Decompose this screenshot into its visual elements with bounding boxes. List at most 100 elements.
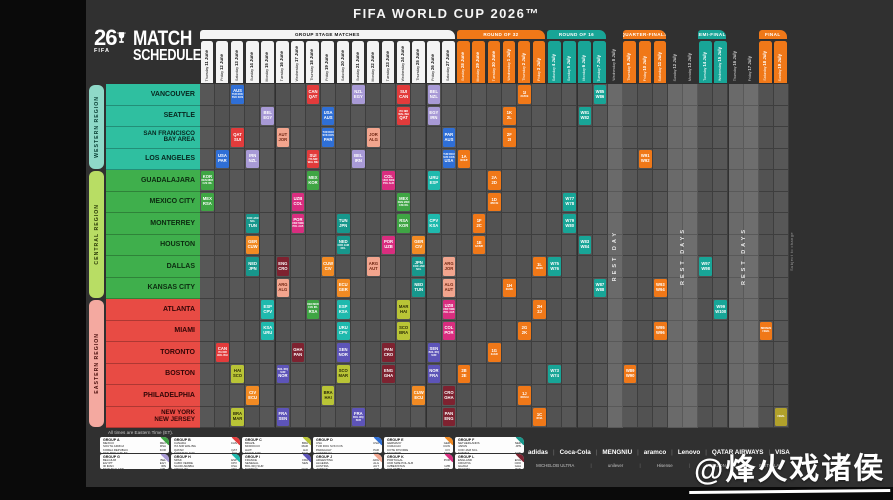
region-pill-western: WESTERN REGION <box>89 85 104 169</box>
date-chip: Friday 26 June <box>427 41 440 83</box>
grid-cell <box>411 299 427 321</box>
grid-cell <box>547 406 563 428</box>
sponsor-logo-aramco: aramco <box>643 449 667 456</box>
grid-cell <box>577 342 593 364</box>
legend-team-row: KOREA REPUBLIC KOR <box>103 447 166 452</box>
grid-cell <box>471 320 487 342</box>
team-code: FINAL <box>777 414 785 418</box>
grid-cell <box>668 127 684 149</box>
team-code: ENG <box>278 260 288 266</box>
grid-cell <box>456 385 472 407</box>
team-code: PAR <box>218 158 227 164</box>
team-code: JPN <box>339 222 348 228</box>
grid-cell <box>351 299 367 321</box>
date-label: Tuesday 7 July <box>596 54 602 81</box>
grid-cell <box>622 299 638 321</box>
team-code: 2E <box>461 373 467 379</box>
grid-cell <box>577 191 593 213</box>
match-cell: 2A 2D <box>487 171 501 190</box>
grid-cell <box>728 127 744 149</box>
grid-cell <box>607 84 623 106</box>
team-code: TUN <box>338 217 348 223</box>
legend-team-row: CURACAO CUW <box>387 444 450 449</box>
team-code: 1H <box>506 283 513 289</box>
legend-team-row: UZBEKISTAN UZB <box>387 464 450 468</box>
team-code: 1E <box>476 240 482 246</box>
legend-team-row: ITA NIR WAL BIH <box>174 445 197 449</box>
legend-team-row: SAUDI ARABIA KSA <box>174 464 237 468</box>
grid-cell <box>562 256 578 278</box>
grid-cell <box>441 342 457 364</box>
team-code: W96 <box>656 330 665 336</box>
team-code: GER <box>248 239 258 245</box>
team-code: EGY <box>353 93 363 99</box>
grid-cell <box>653 191 669 213</box>
grid-cell <box>577 213 593 235</box>
grid-cell <box>592 299 608 321</box>
grid-cell <box>502 363 518 385</box>
match-cell: RSA KOR <box>397 214 410 233</box>
grid-cell <box>592 105 608 127</box>
wordmark-line1: MATCH <box>133 27 192 50</box>
grid-cell <box>335 105 351 127</box>
date-chip: Sunday 5 July <box>563 41 576 83</box>
legend-group-name: GROUP J <box>316 454 333 459</box>
match-cell: MEX RSA <box>201 192 214 212</box>
grid-cell <box>366 213 382 235</box>
sponsor-divider: | <box>637 449 639 456</box>
date-label: Monday 15 June <box>264 51 270 81</box>
team-code: CIV <box>324 265 332 271</box>
grid-cell <box>456 191 472 213</box>
grid-cell <box>683 406 699 428</box>
team-code: KSA <box>338 308 348 314</box>
grid-cell <box>275 213 291 235</box>
grid-cell <box>577 170 593 192</box>
grid-cell <box>773 320 789 342</box>
legend-team-row: JAPAN JPN <box>458 444 521 449</box>
team-code: 2K <box>521 330 528 336</box>
grid-cell <box>698 213 714 235</box>
city-row-kansas-city: KANSAS CITY <box>106 277 200 299</box>
grid-cell <box>683 148 699 170</box>
grid-cell <box>351 363 367 385</box>
grid-cell <box>456 213 472 235</box>
grid-cell <box>260 363 276 385</box>
grid-cell <box>381 105 397 127</box>
match-cell: PAR AUS <box>442 128 456 147</box>
grid-cell <box>758 299 774 321</box>
grid-cell <box>713 234 729 256</box>
legend-team-row: COTE D'IVOIRE CIV <box>387 447 450 452</box>
grid-cell <box>305 277 321 299</box>
match-cell: PAN ENG <box>442 407 456 427</box>
team-code: COL <box>384 174 393 180</box>
team-code: TUR ROU SVK KOS <box>443 152 455 159</box>
rest-days-label: REST DAYS <box>740 227 747 285</box>
grid-cell <box>668 170 684 192</box>
grid-cell <box>305 213 321 235</box>
date-label: Friday 19 June <box>324 54 330 81</box>
sponsor-strip: adidas | Coca-Cola | MENGNIU | aramco | Lenovo | Q… <box>528 449 790 468</box>
match-cell: W95 W96 <box>654 321 667 341</box>
grid-cell <box>743 363 759 385</box>
legend-team-row: CABO VERDE CPV <box>174 460 237 465</box>
grid-cell <box>335 127 351 149</box>
team-code: IRN <box>430 115 438 121</box>
grid-cell <box>592 406 608 428</box>
grid-cell <box>456 406 472 428</box>
match-cell: W97 W98 <box>699 257 712 276</box>
team-code: NZL <box>248 158 257 164</box>
legend-group-c: GROUP CBRAZILBRAMOROCCOMARHAITIHAISCOTLA… <box>242 437 311 453</box>
match-cell: ALG AUT <box>442 278 456 298</box>
grid-cell <box>622 127 638 149</box>
team-code: 3C/D/E <box>520 94 529 98</box>
legend-team-row: BRAZIL BRA <box>245 441 308 445</box>
grid-cell <box>245 342 261 364</box>
grid-cell <box>290 299 306 321</box>
sponsor-logo-mengniu: MENGNIU <box>602 449 633 456</box>
trophy-icon <box>117 31 127 47</box>
rest-days-column: REST DAY <box>607 84 623 428</box>
grid-cell <box>562 277 578 299</box>
grid-cell <box>668 299 684 321</box>
